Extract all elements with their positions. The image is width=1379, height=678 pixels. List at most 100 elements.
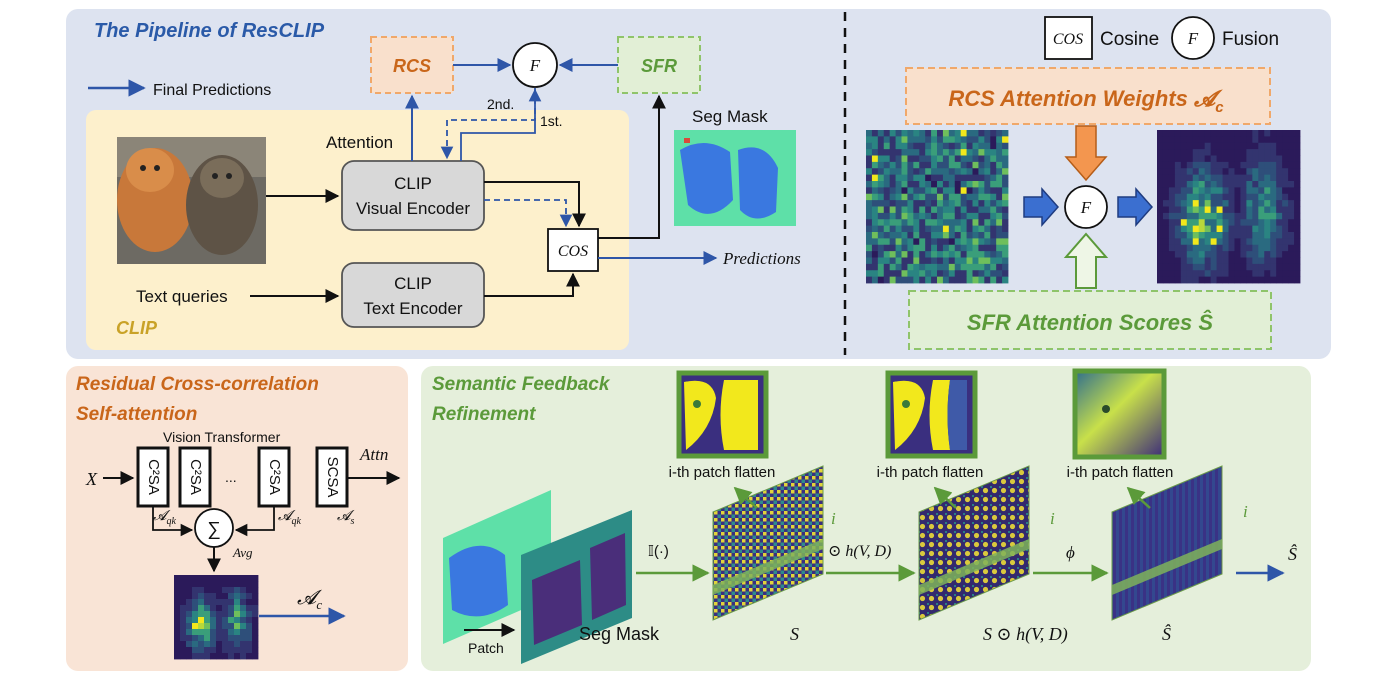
heatmap-cell [1270,155,1277,163]
heatmap-cell [252,575,259,582]
heatmap-cell [1180,257,1188,265]
heatmap-cell [1234,174,1241,182]
heatmap-cell [895,238,902,246]
heatmap-cell [1002,212,1009,220]
heatmap-cell [1294,136,1301,144]
heatmap-cell [1174,257,1182,265]
heatmap-cell [925,219,932,227]
heatmap-cell [954,155,962,163]
heatmap-cell [931,168,938,176]
heatmap-cell [996,130,1003,137]
heatmap-cell [931,232,938,239]
heatmap-cell [252,599,259,606]
fusion-label: F [529,56,541,75]
heatmap-cell [913,181,920,188]
heatmap-cell [966,193,973,201]
heatmap-cell [1210,136,1217,144]
heatmap-cell [1282,193,1289,201]
heatmap-cell [913,244,920,252]
heatmap-cell [866,187,873,195]
heatmap-cell [1288,238,1295,246]
heatmap-cell [1222,181,1229,188]
heatmap-cell [180,575,187,582]
heatmap-cell [1294,155,1301,163]
cosine-legend-label: Cosine [1100,29,1159,50]
heatmap-cell [1252,193,1259,201]
heatmap-cell [866,161,873,169]
heatmap-cell [1228,149,1235,156]
predictions-label: Predictions [722,249,801,268]
heatmap-cell [1168,257,1176,265]
aqk-arrow-left [152,506,194,537]
heatmap-cell [907,244,914,252]
heatmap-cell [889,219,896,227]
heatmap-cell [174,581,181,588]
heatmap-cell [180,605,187,612]
heatmap-cell [1198,161,1206,169]
s-hat-label: Ŝ [1162,623,1171,644]
heatmap-cell [907,161,914,169]
flatten-arrow-1 [733,486,758,509]
heatmap-cell [192,635,199,642]
heatmap-cell [1228,193,1235,201]
heatmap-cell [883,263,891,271]
heatmap-cell [1234,181,1241,188]
heatmap-cell [883,136,891,144]
heatmap-cell [907,212,914,220]
heatmap-cell [1157,206,1164,214]
heatmap-cell [931,263,938,271]
heatmap-cell [1204,181,1212,188]
heatmap-cell [1294,174,1301,182]
heatmap-cell [978,232,985,239]
heatmap-cell [1222,232,1229,239]
heatmap-cell [1294,244,1301,252]
heatmap-cell [954,238,962,246]
heatmap-cell [246,653,253,660]
heatmap-cell [198,623,205,630]
heatmap-cell [1270,232,1277,239]
heatmap-cell [895,200,902,207]
heatmap-cell [1282,219,1289,227]
cat-photo [117,137,266,264]
heatmap-cell [913,174,920,182]
flatten-label-2: i-th patch flatten [877,464,984,481]
heatmap-cell [246,611,253,618]
heatmap-cell [1222,155,1229,163]
heatmap-cell [931,136,938,144]
heatmap-cell [960,257,967,265]
heatmap-cell [1180,181,1188,188]
heatmap-cell [889,263,896,271]
fusion-legend-symbol: F [1187,29,1199,48]
heatmap-cell [1258,130,1265,137]
heatmap-cell [180,593,187,600]
heatmap-cell [204,575,211,582]
heatmap-cell [996,155,1003,163]
heatmap-cell [942,161,950,169]
heatmap-cell [1204,232,1212,239]
visual-to-cos-solid [484,181,586,228]
heatmap-cell [1198,155,1206,163]
heatmap-cell [889,130,896,137]
heatmap-cell [866,149,873,156]
heatmap-cell [198,581,205,588]
heatmap-cell [1228,244,1235,252]
heatmap-cell [174,575,181,582]
heatmap-cell [1162,193,1170,201]
heatmap-cell [1288,263,1295,271]
heatmap-cell [1204,257,1212,265]
heatmap-cell [252,653,259,660]
heatmap-cell [866,238,873,246]
heatmap-cell [1294,270,1301,278]
heatmap-cell [1294,200,1301,207]
heatmap-cell [1228,225,1235,233]
heatmap-cell [895,206,902,214]
heatmap-cell [1282,263,1289,271]
heatmap-cell [990,187,997,195]
heatmap-cell [1162,168,1170,176]
heatmap-cell [901,168,908,176]
heatmap-cell [1192,251,1200,258]
heatmap-cell [877,181,885,188]
heatmap-cell [1210,142,1217,150]
heatmap-cell [1252,130,1259,137]
heatmap-cell [978,219,985,227]
